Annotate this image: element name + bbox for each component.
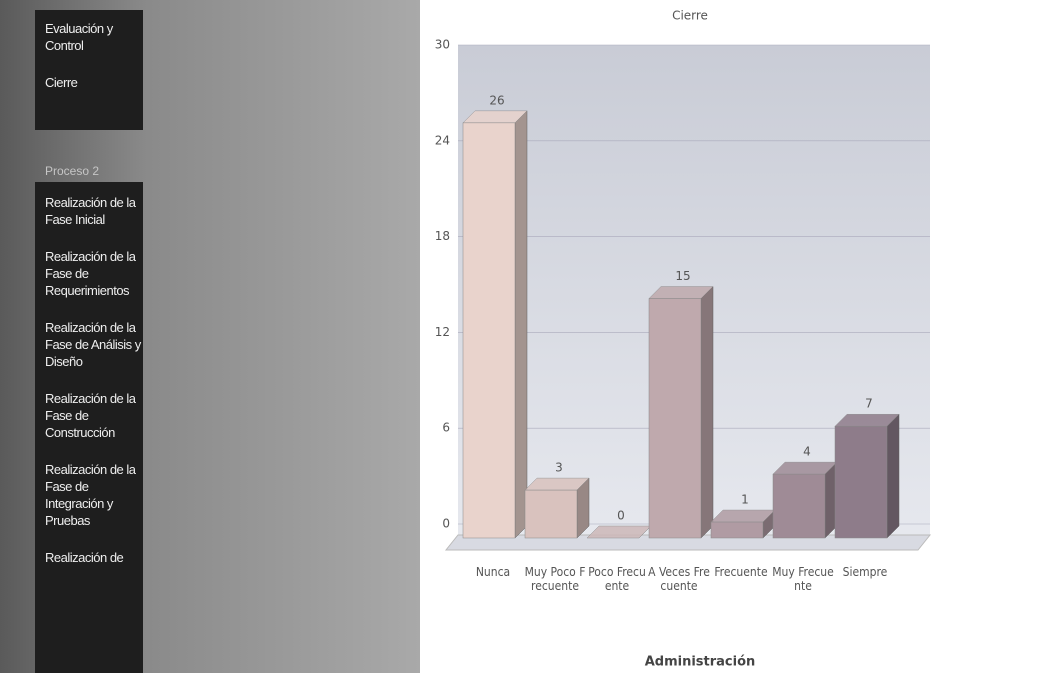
data-label: 26 [489,93,504,107]
x-tick-label: Muy Frecuente [772,565,834,593]
data-label: 3 [555,461,563,475]
x-tick-label: Muy Poco Frecuente [524,565,586,593]
bar [649,287,713,539]
x-axis-title: Administración [645,655,756,670]
data-label: 0 [617,509,625,523]
y-tick-label: 0 [442,517,450,531]
page: Evaluación y ControlCierre Proceso 2 Rea… [0,0,1051,673]
y-tick-label: 12 [435,325,450,339]
bar [773,462,837,538]
x-tick-label: Poco Frecuente [586,565,648,593]
x-tick-label: Frecuente [710,565,772,579]
x-tick-label: Nunca [462,565,524,579]
bar [463,111,527,538]
data-label: 4 [803,445,811,459]
y-tick-label: 24 [435,133,450,147]
y-tick-label: 30 [435,38,450,52]
bar [711,510,775,538]
bar [835,414,899,538]
chart-title: Cierre [672,9,708,23]
y-tick-label: 6 [442,421,450,435]
data-label: 1 [741,493,749,507]
bar [525,478,589,538]
data-label: 15 [675,269,690,283]
y-tick-label: 18 [435,229,450,243]
data-label: 7 [865,397,873,411]
x-tick-label: Siempre [834,565,896,579]
x-tick-label: A Veces Frecuente [648,565,710,593]
